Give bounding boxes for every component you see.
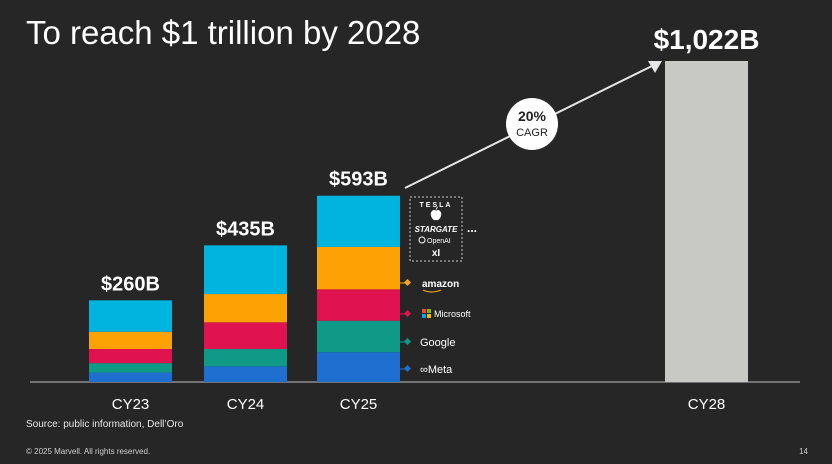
amazon-smile-icon — [422, 289, 442, 293]
openai-logo-text: OpenAI — [427, 238, 451, 245]
bar-segment-cy23-amazon — [89, 331, 172, 350]
bar-segment-cy25-meta — [317, 352, 400, 382]
total-label-cy25: $593B — [329, 169, 388, 191]
bar-segment-cy25-google — [317, 320, 400, 353]
others-more-ellipsis: ... — [467, 221, 477, 235]
bar-segment-cy25-others — [317, 195, 400, 247]
slide-title: To reach $1 trillion by 2028 — [26, 14, 421, 51]
cagr-annotation: 20% CAGR — [404, 61, 662, 189]
copyright-note: © 2025 Marvell. All rights reserved. — [26, 447, 151, 456]
source-note: Source: public information, Dell’Oro — [26, 419, 184, 430]
openai-icon — [418, 236, 426, 244]
amazon-logo-text: amazon — [422, 279, 459, 290]
bar-segment-cy23-others — [89, 300, 172, 332]
google-marker — [403, 337, 412, 346]
microsoft-marker — [403, 309, 412, 318]
meta-logo-text: ∞Meta — [420, 364, 453, 376]
stargate-logo-text: STARGATE — [415, 225, 458, 234]
total-label-cy24: $435B — [216, 218, 275, 240]
bar-segment-cy24-amazon — [204, 294, 287, 323]
bar-segment-cy25-microsoft — [317, 289, 400, 321]
bar-segment-cy23-google — [89, 363, 172, 373]
bars-layer — [89, 61, 748, 382]
xai-logo-text: xI — [432, 248, 441, 259]
x-tick-label-cy25: CY25 — [340, 396, 378, 413]
microsoft-logo-text: Microsoft — [434, 309, 471, 319]
total-label-cy23: $260B — [101, 273, 160, 295]
bar-segment-cy24-meta — [204, 366, 287, 382]
x-tick-label-cy28: CY28 — [688, 396, 726, 413]
apple-icon — [430, 206, 442, 221]
x-tick-label-cy23: CY23 — [112, 396, 150, 413]
page-number: 14 — [799, 447, 808, 456]
others-box-border — [409, 196, 463, 262]
cagr-value: 20% — [518, 108, 547, 124]
tesla-logo-text: TESLA — [420, 202, 453, 209]
cagr-label: CAGR — [516, 127, 548, 139]
meta-marker — [403, 364, 412, 373]
bar-segment-cy25-amazon — [317, 246, 400, 290]
total-label-cy28: $1,022B — [654, 24, 760, 55]
bar-segment-cy24-microsoft — [204, 322, 287, 350]
bar-segment-cy24-others — [204, 245, 287, 295]
bar-segment-cy24-google — [204, 349, 287, 367]
labels-layer: $260B CY23 $435B CY24 $593B CY25 $1,022B CY28 — [101, 24, 759, 413]
microsoft-windows-icon — [422, 309, 431, 318]
google-logo-text: Google — [420, 337, 455, 349]
cagr-circle — [506, 98, 558, 150]
amazon-marker — [403, 278, 412, 287]
bar-segment-cy23-microsoft — [89, 349, 172, 364]
others-logo-box: TESLA STARGATE OpenAI xI ... — [409, 196, 477, 262]
x-tick-label-cy24: CY24 — [227, 396, 265, 413]
cagr-arrow-head — [648, 61, 662, 73]
company-legend: amazon Microsoft Google ∞Meta — [400, 278, 471, 376]
bar-segment-cy23-meta — [89, 372, 172, 382]
bar-segment-cy28-total — [665, 61, 748, 382]
